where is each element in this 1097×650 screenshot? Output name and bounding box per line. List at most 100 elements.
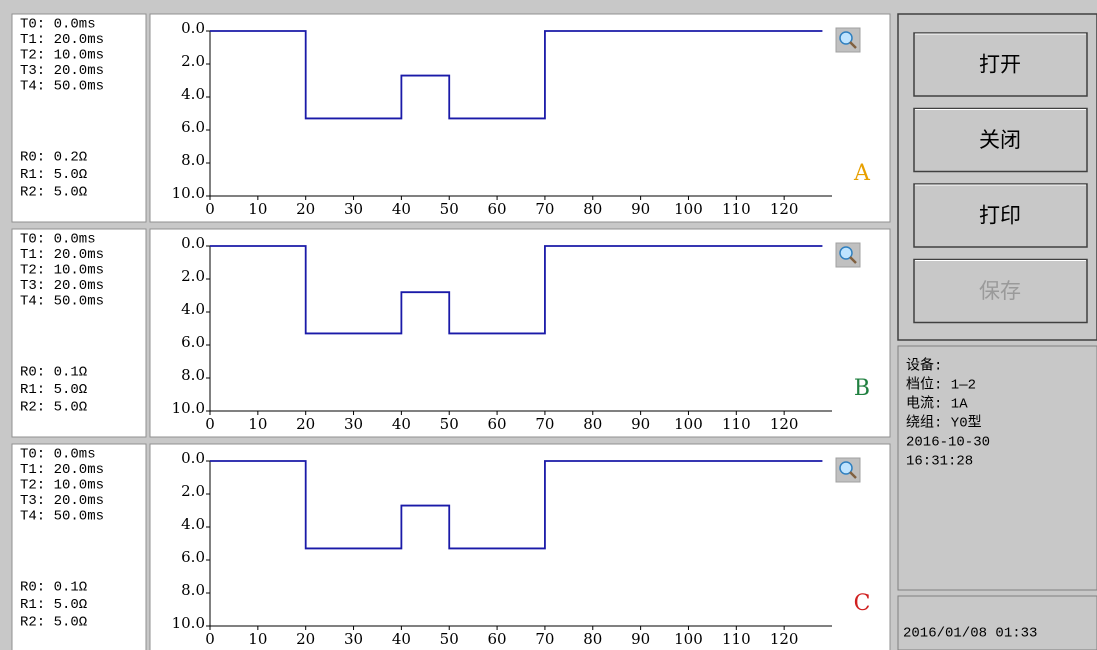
x-tick-label: 90: [631, 415, 650, 433]
param-box: [11, 13, 147, 223]
param-text: R0: 0.1Ω: [20, 365, 87, 381]
x-tick-label: 90: [631, 630, 650, 648]
x-tick-label: 100: [674, 200, 703, 218]
info-text: 2016-10-30: [906, 435, 990, 451]
waveform: [210, 460, 823, 550]
x-tick-label: 40: [392, 415, 411, 433]
x-tick-label: 40: [392, 200, 411, 218]
channel-label: B: [854, 376, 870, 401]
x-tick-label: 60: [488, 630, 507, 648]
y-tick-label: 8.0: [181, 581, 205, 599]
status-bar: [897, 595, 1097, 650]
button-label[interactable]: 关闭: [979, 128, 1021, 152]
button-label[interactable]: 打印: [979, 204, 1021, 228]
x-tick-label: 70: [535, 200, 554, 218]
param-text: R1: 5.0Ω: [20, 382, 87, 398]
channel-label: C: [854, 591, 871, 616]
y-tick-label: 2.0: [181, 267, 205, 285]
y-tick-label: 4.0: [181, 300, 205, 318]
info-text: 设备:: [906, 357, 942, 375]
param-text: T4: 50.0ms: [20, 79, 104, 95]
x-tick-label: 80: [583, 630, 602, 648]
x-tick-label: 20: [296, 630, 315, 648]
x-tick-label: 10: [248, 630, 267, 648]
y-tick-label: 6.0: [181, 548, 205, 566]
info-panel: [897, 345, 1097, 591]
y-tick-label: 10.0: [172, 184, 205, 202]
x-tick-label: 100: [674, 630, 703, 648]
button-label: 保存: [979, 279, 1021, 303]
param-text: T4: 50.0ms: [20, 509, 104, 525]
param-text: T2: 10.0ms: [20, 478, 104, 494]
x-tick-label: 80: [583, 200, 602, 218]
x-tick-label: 70: [535, 630, 554, 648]
status-text: 2016/01/08 01:33: [903, 626, 1037, 642]
param-text: T1: 20.0ms: [20, 462, 104, 478]
info-text: 16:31:28: [906, 454, 973, 470]
x-tick-label: 30: [344, 200, 363, 218]
x-tick-label: 120: [770, 630, 799, 648]
y-tick-label: 6.0: [181, 118, 205, 136]
x-tick-label: 120: [770, 415, 799, 433]
param-text: T3: 20.0ms: [20, 278, 104, 294]
info-text: 档位: 1—2: [906, 377, 976, 394]
param-text: R1: 5.0Ω: [20, 167, 87, 183]
button[interactable]: [913, 183, 1088, 248]
param-text: T4: 50.0ms: [20, 294, 104, 310]
param-box: [11, 443, 147, 650]
x-tick-label: 40: [392, 630, 411, 648]
x-tick-label: 70: [535, 415, 554, 433]
y-tick-label: 10.0: [172, 614, 205, 632]
param-text: R2: 5.0Ω: [20, 185, 87, 201]
channel-label: A: [853, 161, 871, 186]
param-text: T3: 20.0ms: [20, 493, 104, 509]
zoom-icon: [849, 471, 857, 479]
y-tick-label: 4.0: [181, 515, 205, 533]
zoom-icon: [849, 41, 857, 49]
x-tick-label: 120: [770, 200, 799, 218]
y-tick-label: 0.0: [181, 449, 205, 467]
param-text: T1: 20.0ms: [20, 247, 104, 263]
param-text: T2: 10.0ms: [20, 48, 104, 64]
waveform: [210, 245, 823, 335]
zoom-icon: [839, 246, 853, 260]
param-text: T0: 0.0ms: [20, 17, 96, 33]
x-tick-label: 20: [296, 415, 315, 433]
x-tick-label: 110: [722, 630, 751, 648]
zoom-icon: [839, 461, 853, 475]
y-tick-label: 4.0: [181, 85, 205, 103]
x-tick-label: 90: [631, 200, 650, 218]
x-tick-label: 0: [205, 630, 215, 648]
button: [913, 258, 1088, 324]
param-box: [11, 228, 147, 438]
param-text: T0: 0.0ms: [20, 447, 96, 463]
x-tick-label: 10: [248, 415, 267, 433]
x-tick-label: 50: [440, 630, 459, 648]
param-text: R2: 5.0Ω: [20, 400, 87, 416]
button[interactable]: [913, 107, 1088, 173]
button-label[interactable]: 打开: [979, 53, 1021, 77]
x-tick-label: 80: [583, 415, 602, 433]
y-tick-label: 8.0: [181, 366, 205, 384]
x-tick-label: 50: [440, 200, 459, 218]
x-tick-label: 30: [344, 630, 363, 648]
x-tick-label: 30: [344, 415, 363, 433]
x-tick-label: 20: [296, 200, 315, 218]
param-text: R0: 0.2Ω: [20, 150, 87, 166]
param-text: T2: 10.0ms: [20, 263, 104, 279]
x-tick-label: 10: [248, 200, 267, 218]
y-tick-label: 6.0: [181, 333, 205, 351]
info-text: 绕组: Y0型: [906, 415, 982, 432]
y-tick-label: 8.0: [181, 151, 205, 169]
param-text: T1: 20.0ms: [20, 32, 104, 48]
button[interactable]: [913, 32, 1088, 97]
x-tick-label: 100: [674, 415, 703, 433]
zoom-icon: [839, 31, 853, 45]
param-text: R2: 5.0Ω: [20, 615, 87, 631]
waveform: [210, 30, 823, 120]
param-text: T0: 0.0ms: [20, 232, 96, 248]
y-tick-label: 0.0: [181, 19, 205, 37]
y-tick-label: 2.0: [181, 52, 205, 70]
x-tick-label: 50: [440, 415, 459, 433]
